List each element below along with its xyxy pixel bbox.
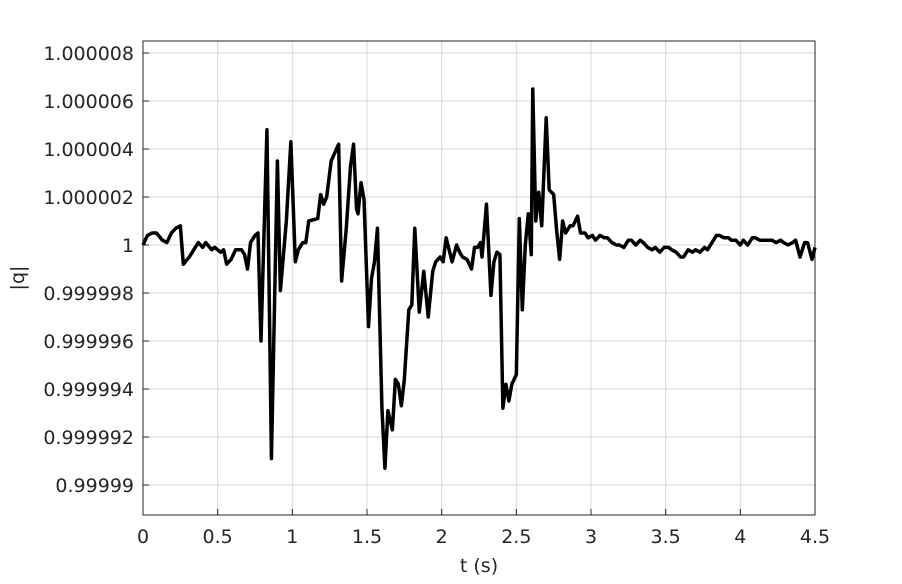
y-tick-label: 0.999994 bbox=[43, 379, 134, 401]
y-tick-label: 1.000004 bbox=[43, 139, 134, 161]
x-tick-label: 2 bbox=[436, 526, 448, 548]
y-tick-label: 1 bbox=[122, 235, 134, 257]
plot-area bbox=[143, 41, 815, 515]
axes-box bbox=[142, 40, 816, 516]
x-tick-label: 4 bbox=[734, 526, 746, 548]
x-tick-label: 3.5 bbox=[651, 526, 681, 548]
x-tick-label: 4.5 bbox=[800, 526, 830, 548]
y-tick-label: 1.000006 bbox=[43, 91, 134, 113]
x-tick-label: 2.5 bbox=[501, 526, 531, 548]
x-axis-label: t (s) bbox=[460, 555, 498, 577]
x-tick-label: 0 bbox=[137, 526, 149, 548]
x-tick-label: 1 bbox=[286, 526, 298, 548]
x-tick-label: 1.5 bbox=[352, 526, 382, 548]
y-tick-label: 1.000008 bbox=[43, 43, 134, 65]
y-axis-label: |q| bbox=[7, 266, 29, 291]
y-tick-label: 0.999996 bbox=[43, 331, 134, 353]
y-tick-label: 0.999998 bbox=[43, 283, 134, 305]
data-line bbox=[141, 87, 817, 470]
x-tick-label: 0.5 bbox=[203, 526, 233, 548]
y-tick-label: 0.999992 bbox=[43, 427, 134, 449]
y-tick-label: 0.99999 bbox=[55, 475, 134, 497]
y-tick-label: 1.000002 bbox=[43, 187, 134, 209]
x-tick-label: 3 bbox=[585, 526, 597, 548]
